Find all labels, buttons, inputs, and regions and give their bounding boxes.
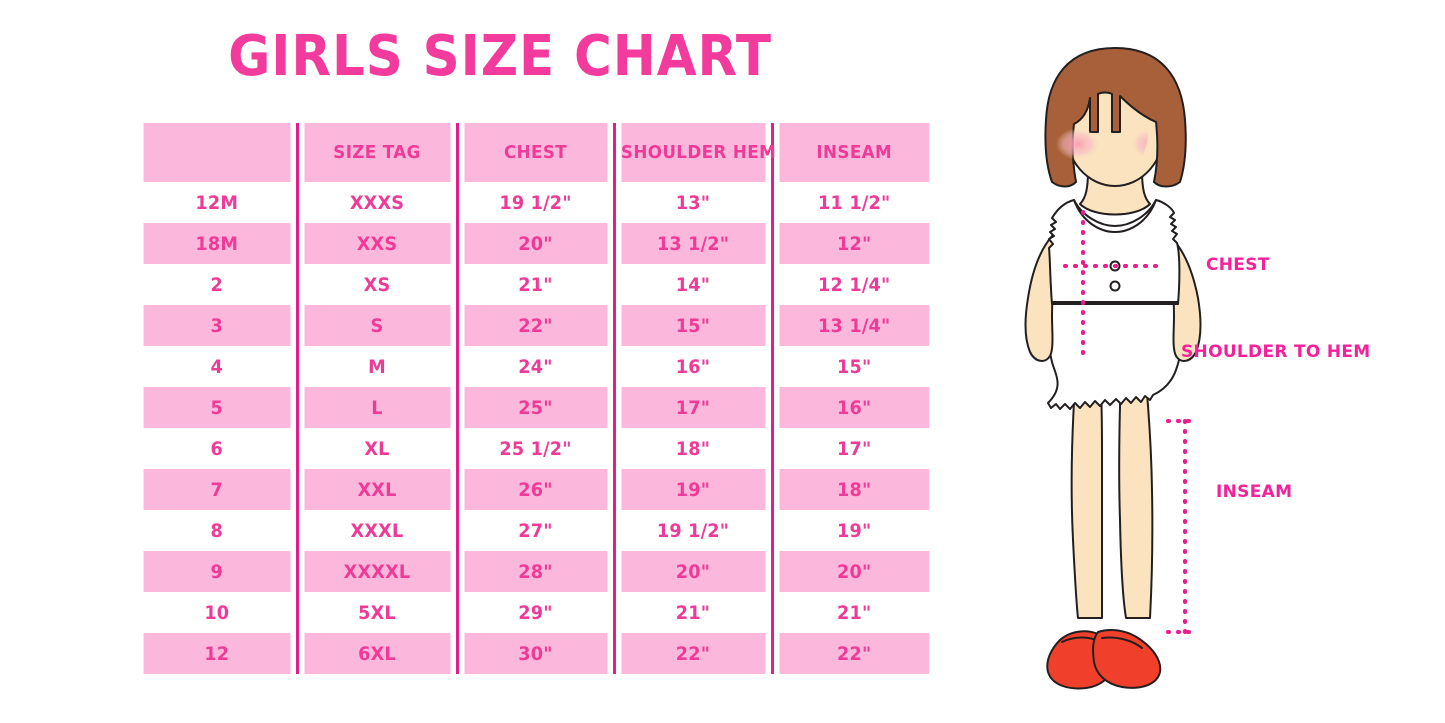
cell-size: 18M: [143, 223, 292, 264]
cell-size: 8: [143, 510, 292, 551]
measurement-label-shoulder-to-hem: SHOULDER TO HEM: [1181, 342, 1371, 362]
right-leg: [1118, 339, 1154, 619]
table-row: 2 XS 21" 14" 12 1/4": [138, 264, 935, 305]
cell-chest: 28": [461, 551, 609, 592]
cell-size-tag: XL: [301, 428, 452, 469]
cell-size: 4: [143, 346, 292, 387]
cell-inseam: 12": [776, 223, 930, 264]
column-header-inseam: INSEAM: [776, 123, 930, 182]
cell-chest: 24": [461, 346, 609, 387]
cell-size-tag: M: [301, 346, 452, 387]
cell-chest: 19 1/2": [461, 182, 609, 223]
cell-size: 9: [143, 551, 292, 592]
cell-inseam: 12 1/4": [776, 264, 930, 305]
cell-shoulder-hem: 18": [618, 428, 767, 469]
cell-shoulder-hem: 16": [618, 346, 767, 387]
cell-chest: 29": [461, 592, 609, 633]
table-row: 10 5XL 29" 21" 21": [138, 592, 935, 633]
cell-chest: 25 1/2": [461, 428, 609, 469]
cell-chest: 20": [461, 223, 609, 264]
measurement-label-inseam: INSEAM: [1216, 482, 1293, 502]
cell-size: 12M: [143, 182, 292, 223]
measurement-label-chest: CHEST: [1206, 255, 1270, 275]
cell-shoulder-hem: 20": [618, 551, 767, 592]
left-leg: [1070, 339, 1103, 619]
column-header-chest: CHEST: [461, 123, 609, 182]
cell-shoulder-hem: 19 1/2": [618, 510, 767, 551]
cell-size-tag: XXXL: [301, 510, 452, 551]
table-row: 3 S 22" 15" 13 1/4": [138, 305, 935, 346]
cell-chest: 30": [461, 633, 609, 674]
cell-inseam: 22": [776, 633, 930, 674]
cell-inseam: 19": [776, 510, 930, 551]
cell-size-tag: L: [301, 387, 452, 428]
table-header-row: SIZE TAG CHEST SHOULDER HEM INSEAM: [138, 123, 935, 182]
table-row: 12 6XL 30" 22" 22": [138, 633, 935, 674]
cell-size-tag: XXXS: [301, 182, 452, 223]
cell-inseam: 15": [776, 346, 930, 387]
cell-shoulder-hem: 14": [618, 264, 767, 305]
cell-shoulder-hem: 13": [618, 182, 767, 223]
cell-shoulder-hem: 21": [618, 592, 767, 633]
cell-size: 12: [143, 633, 292, 674]
cell-shoulder-hem: 13 1/2": [618, 223, 767, 264]
cell-chest: 21": [461, 264, 609, 305]
cell-shoulder-hem: 15": [618, 305, 767, 346]
cell-inseam: 18": [776, 469, 930, 510]
cell-size: 5: [143, 387, 292, 428]
cell-shoulder-hem: 22": [618, 633, 767, 674]
cell-size: 10: [143, 592, 292, 633]
cell-size-tag: 6XL: [301, 633, 452, 674]
hair: [1044, 47, 1187, 188]
column-header-size: [143, 123, 292, 182]
column-header-size-tag: SIZE TAG: [301, 123, 452, 182]
table-row: 8 XXXL 27" 19 1/2" 19": [138, 510, 935, 551]
cell-size: 6: [143, 428, 292, 469]
table-row: 7 XXL 26" 19" 18": [138, 469, 935, 510]
cell-size-tag: XS: [301, 264, 452, 305]
cell-shoulder-hem: 19": [618, 469, 767, 510]
table-row: 5 L 25" 17" 16": [138, 387, 935, 428]
cell-chest: 26": [461, 469, 609, 510]
cell-size-tag: S: [301, 305, 452, 346]
table-row: 12M XXXS 19 1/2" 13" 11 1/2": [138, 182, 935, 223]
cell-chest: 22": [461, 305, 609, 346]
table-row: 4 M 24" 16" 15": [138, 346, 935, 387]
ruffled-bloomer: [1047, 301, 1183, 410]
cell-chest: 25": [461, 387, 609, 428]
cell-inseam: 21": [776, 592, 930, 633]
table-row: 9 XXXXL 28" 20" 20": [138, 551, 935, 592]
cell-inseam: 16": [776, 387, 930, 428]
size-chart-table: SIZE TAG CHEST SHOULDER HEM INSEAM 12M XX…: [138, 123, 935, 674]
table-row: 18M XXS 20" 13 1/2" 12": [138, 223, 935, 264]
cell-inseam: 11 1/2": [776, 182, 930, 223]
girl-figure-illustration: [990, 40, 1270, 690]
left-cheek: [1056, 128, 1100, 160]
page-title: GIRLS SIZE CHART: [228, 24, 772, 89]
right-cheek: [1130, 128, 1148, 160]
cell-size-tag: XXS: [301, 223, 452, 264]
cell-size: 7: [143, 469, 292, 510]
cell-size: 3: [143, 305, 292, 346]
cell-size: 2: [143, 264, 292, 305]
cell-shoulder-hem: 17": [618, 387, 767, 428]
cell-size-tag: XXXXL: [301, 551, 452, 592]
table-row: 6 XL 25 1/2" 18" 17": [138, 428, 935, 469]
cell-chest: 27": [461, 510, 609, 551]
button-lower: [1109, 280, 1121, 292]
cell-inseam: 17": [776, 428, 930, 469]
right-shoe: [1092, 629, 1162, 689]
column-header-shoulder-hem: SHOULDER HEM: [618, 123, 776, 182]
cell-size-tag: XXL: [301, 469, 452, 510]
cell-size-tag: 5XL: [301, 592, 452, 633]
cell-inseam: 20": [776, 551, 930, 592]
cell-inseam: 13 1/4": [776, 305, 930, 346]
sleeveless-top: [1048, 199, 1181, 305]
